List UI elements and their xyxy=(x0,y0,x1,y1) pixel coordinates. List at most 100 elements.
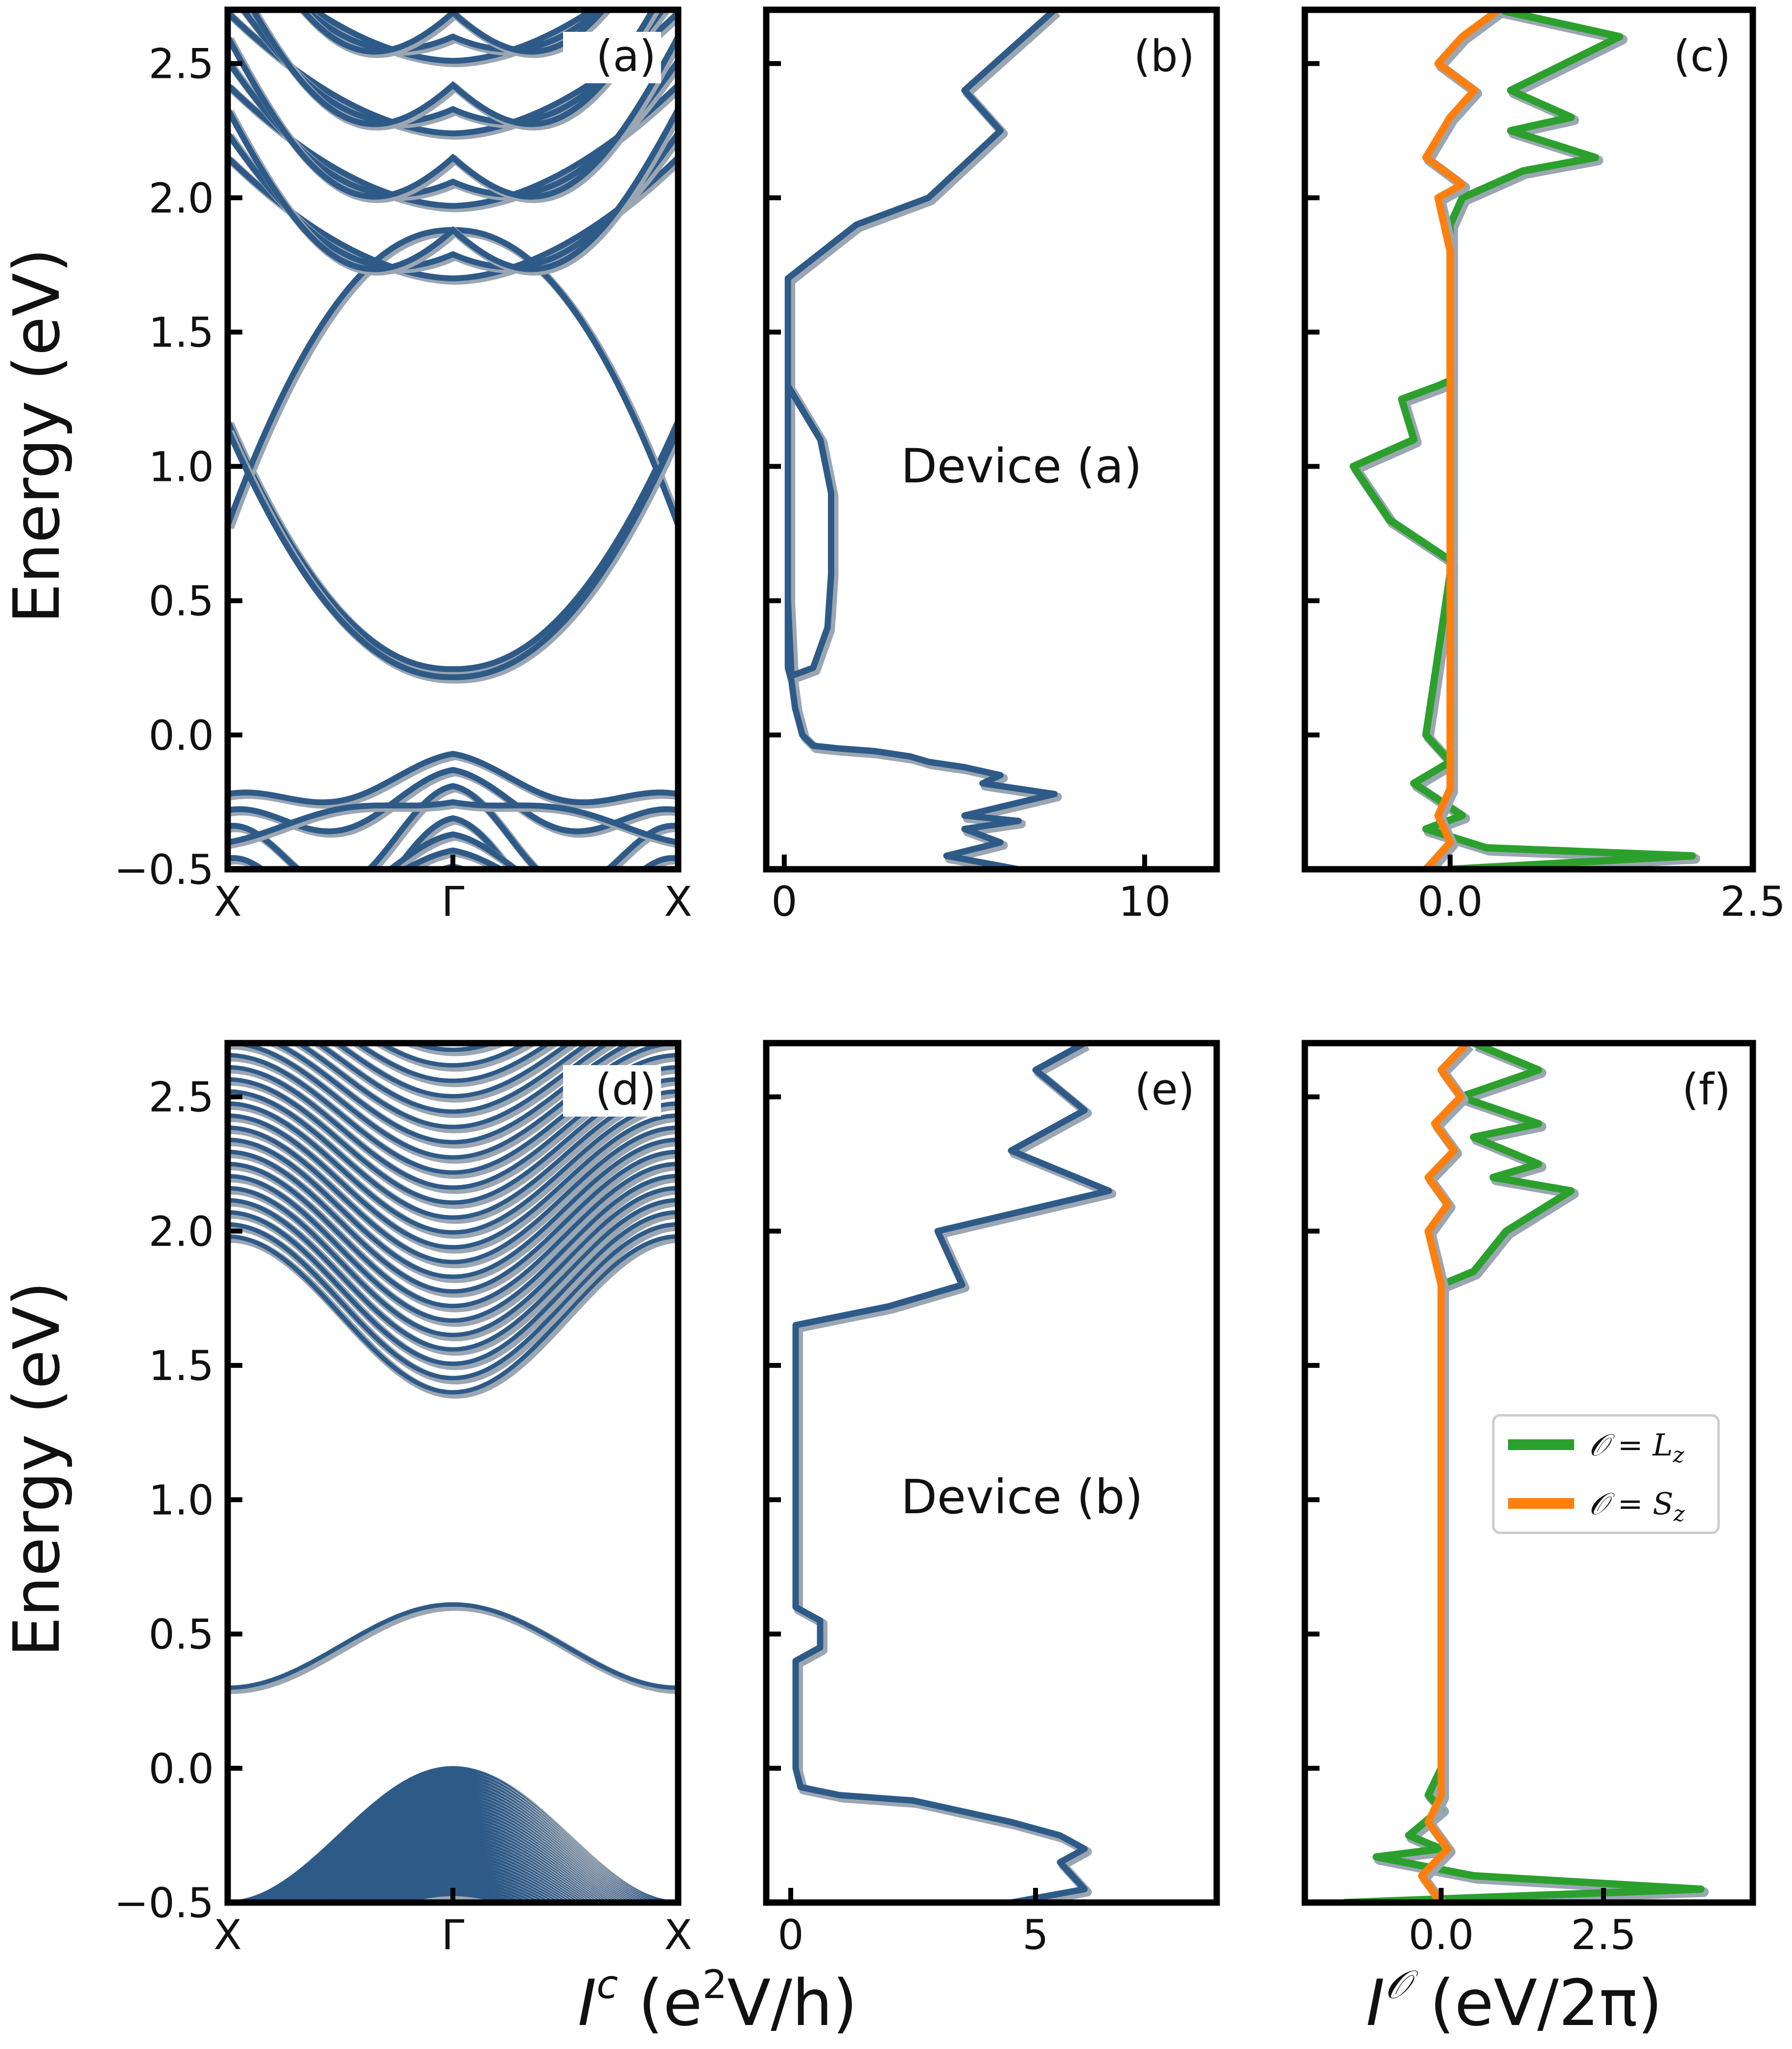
valence-band xyxy=(368,1879,538,1903)
panel-label: (c) xyxy=(1674,31,1731,81)
x-tick-label: X xyxy=(213,1911,242,1959)
panel-label: (d) xyxy=(595,1064,656,1115)
panel-label-bg xyxy=(1102,1065,1200,1117)
panel-e: 0 5 (e) Device (b) xyxy=(763,1040,1220,1959)
conduction-band xyxy=(228,1162,678,1309)
y-tick-label: 1.0 xyxy=(148,443,214,491)
valence-band xyxy=(358,1872,548,1903)
x-tick-label: 0 xyxy=(771,878,797,926)
conduction-band-shadow xyxy=(399,1043,512,1056)
valence-band xyxy=(385,831,521,869)
panel-label-bg xyxy=(563,32,661,83)
ylabel-bottom: Energy (eV) xyxy=(0,1282,74,1657)
panel-b: 0 10 (b) Device (a) xyxy=(763,6,1220,926)
x-tick-label: 0.0 xyxy=(1409,1911,1474,1959)
valence-band xyxy=(337,1856,569,1903)
charge-current-line xyxy=(784,10,1058,869)
valence-band xyxy=(354,1869,552,1903)
y-tick-label: 2.5 xyxy=(148,40,214,88)
y-tick-label: 2.5 xyxy=(148,1073,214,1121)
y-tick-label: −0.5 xyxy=(114,1879,214,1927)
x-tick-label: Γ xyxy=(442,878,465,926)
axes-frame xyxy=(1301,6,1756,873)
lz-current-line xyxy=(1349,10,1696,869)
xlabel-orbital-current: I𝒪 (eV/2π) xyxy=(1366,1962,1662,2040)
x-tick-label: 2.5 xyxy=(1720,878,1786,926)
y-tick-label: 0.0 xyxy=(148,712,214,760)
x-tick-label: 0.0 xyxy=(1417,878,1483,926)
valence-band xyxy=(228,815,678,869)
conduction-band xyxy=(407,1043,499,1052)
y-tick-label: 2.0 xyxy=(148,174,214,222)
conduction-band xyxy=(228,1101,678,1235)
conduction-band xyxy=(333,1043,573,1099)
plot-area xyxy=(784,10,1062,869)
sz-current-line xyxy=(1418,1043,1470,1903)
y-tick-label: 2.0 xyxy=(148,1208,214,1256)
y-tick-label: 0.5 xyxy=(148,1611,214,1659)
conduction-band xyxy=(302,10,604,53)
conduction-band xyxy=(228,1222,678,1381)
valence-band xyxy=(228,766,678,834)
x-tick-label: 5 xyxy=(1022,1911,1048,1959)
valence-band xyxy=(330,1850,576,1903)
conduction-band xyxy=(228,108,678,272)
edge-band-lower-2 xyxy=(228,428,678,680)
device-annotation: Device (b) xyxy=(901,1470,1143,1525)
valence-band xyxy=(228,783,678,869)
panel-label: (b) xyxy=(1133,31,1195,81)
valence-band xyxy=(380,1885,525,1903)
legend-label-sz: 𝒪 = Sz xyxy=(1589,1486,1685,1526)
valence-band xyxy=(319,1840,587,1903)
valence-band xyxy=(309,1830,597,1903)
valence-band xyxy=(349,1866,557,1903)
x-tick-label: 2.5 xyxy=(1571,1911,1636,1959)
conduction-band xyxy=(228,1089,678,1220)
sz-current-line xyxy=(1422,10,1501,869)
y-tick-label: 1.0 xyxy=(148,1476,214,1524)
valence-band xyxy=(399,847,507,869)
panel-a: −0.5 0.0 0.5 1.0 1.5 2.0 2.5 X Γ X (a) xyxy=(114,6,692,926)
legend: 𝒪 = Lz 𝒪 = Sz xyxy=(1492,1414,1720,1534)
conduction-band xyxy=(228,1137,678,1279)
xlabel-charge-current: Ic (e2V/h) xyxy=(578,1962,857,2040)
plot-area xyxy=(1344,1043,1709,1903)
plot-area xyxy=(792,1043,1116,1903)
conduction-band xyxy=(228,1149,678,1294)
y-tick-label: −0.5 xyxy=(114,846,214,894)
conduction-band xyxy=(228,1234,678,1395)
valence-band xyxy=(374,1882,532,1903)
panel-c: 0.0 2.5 (c) xyxy=(1301,6,1786,926)
conduction-band xyxy=(228,1113,678,1250)
conduction-band xyxy=(228,35,678,200)
conduction-band xyxy=(228,1210,678,1366)
panel-label-bg xyxy=(1638,1065,1736,1117)
valence-band xyxy=(228,799,678,846)
valence-band xyxy=(300,1821,606,1903)
x-tick-label: X xyxy=(213,878,242,926)
conduction-band xyxy=(376,1043,530,1068)
valence-band xyxy=(363,1875,542,1903)
valence-band xyxy=(306,1827,600,1903)
plot-area xyxy=(228,1043,678,1903)
conduction-band xyxy=(308,10,598,64)
axes-frame xyxy=(763,1040,1220,1906)
conduction-band-shadow xyxy=(309,1043,601,1118)
valence-band xyxy=(228,751,678,806)
y-tick-label: 1.5 xyxy=(148,309,214,357)
x-tick-label: X xyxy=(664,1911,692,1959)
panel-d: −0.5 0.0 0.5 1.0 1.5 2.0 2.5 X Γ X (d) xyxy=(114,1040,692,1959)
plot-area xyxy=(1349,10,1700,869)
panel-label-bg xyxy=(1638,32,1736,83)
panel-label-bg xyxy=(563,1065,661,1117)
conduction-band-shadow xyxy=(371,1043,540,1072)
conduction-band-shadow xyxy=(329,1043,582,1103)
valence-band xyxy=(315,1837,590,1903)
conduction-band xyxy=(228,1125,678,1264)
y-tick-label: 0.0 xyxy=(148,1745,214,1793)
x-tick-label: Γ xyxy=(442,1911,465,1959)
valence-band xyxy=(322,1843,584,1903)
panel-label: (f) xyxy=(1682,1064,1731,1115)
mid-gap-band xyxy=(228,1602,678,1690)
